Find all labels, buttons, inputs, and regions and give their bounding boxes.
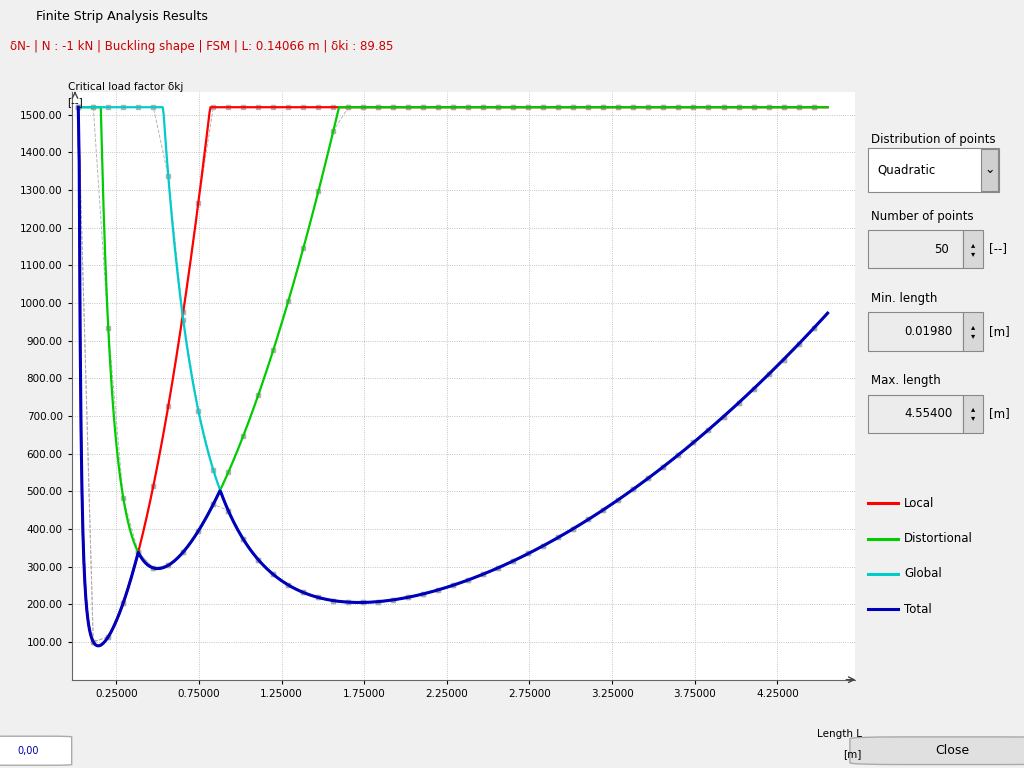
Text: δN- | N : -1 kN | Buckling shape | FSM | L: 0.14066 m | δki : 89.85: δN- | N : -1 kN | Buckling shape | FSM |…	[10, 41, 393, 53]
FancyBboxPatch shape	[964, 395, 983, 433]
FancyBboxPatch shape	[868, 395, 964, 433]
Text: Length L: Length L	[817, 729, 861, 739]
Text: Total: Total	[904, 603, 932, 616]
Text: [--]: [--]	[68, 98, 83, 108]
Text: 4.55400: 4.55400	[904, 407, 953, 420]
Text: [m]: [m]	[844, 750, 861, 760]
Text: Min. length: Min. length	[871, 292, 938, 305]
Text: Global: Global	[904, 568, 942, 581]
Text: ▴
▾: ▴ ▾	[971, 240, 975, 258]
Text: [m]: [m]	[988, 407, 1010, 420]
Text: [m]: [m]	[988, 325, 1010, 338]
FancyBboxPatch shape	[981, 148, 998, 191]
FancyBboxPatch shape	[868, 148, 999, 192]
FancyBboxPatch shape	[868, 313, 964, 351]
FancyBboxPatch shape	[868, 230, 964, 269]
Text: [--]: [--]	[988, 243, 1007, 256]
Text: ▴
▾: ▴ ▾	[971, 323, 975, 340]
Text: Finite Strip Analysis Results: Finite Strip Analysis Results	[36, 10, 208, 22]
FancyBboxPatch shape	[850, 737, 1024, 765]
Text: 50: 50	[934, 243, 948, 256]
Text: Number of points: Number of points	[871, 210, 974, 223]
Text: 0.01980: 0.01980	[904, 325, 953, 338]
Text: ⌄: ⌄	[984, 164, 995, 176]
FancyBboxPatch shape	[0, 737, 72, 765]
Text: Local: Local	[904, 497, 934, 510]
Text: ▴
▾: ▴ ▾	[971, 405, 975, 422]
Text: Quadratic: Quadratic	[878, 164, 935, 176]
Text: 0,00: 0,00	[17, 746, 38, 756]
Text: Max. length: Max. length	[871, 374, 941, 387]
Text: Distribution of points: Distribution of points	[871, 134, 996, 146]
Text: Critical load factor δkj: Critical load factor δkj	[68, 82, 183, 92]
Text: Close: Close	[935, 744, 970, 757]
FancyBboxPatch shape	[964, 313, 983, 351]
Text: Distortional: Distortional	[904, 532, 973, 545]
FancyBboxPatch shape	[964, 230, 983, 269]
